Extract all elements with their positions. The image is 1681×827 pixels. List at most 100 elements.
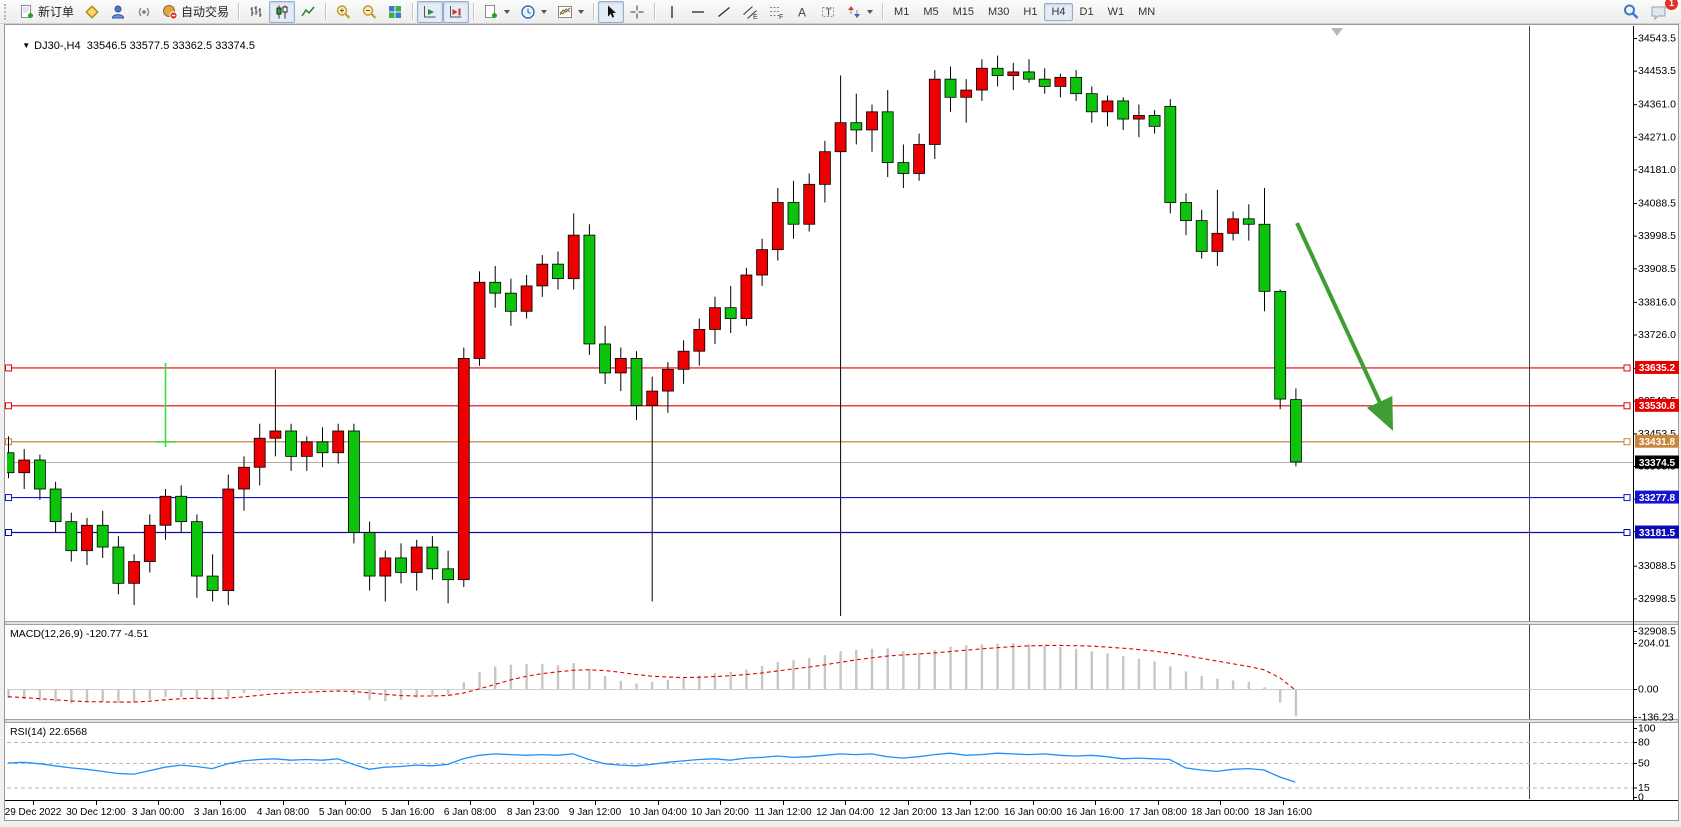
zoom-in-button[interactable]: [330, 1, 356, 23]
candle-body: [253, 437, 266, 468]
timeframe-m15-button[interactable]: M15: [952, 5, 974, 18]
svg-text:3 Jan 00:00: 3 Jan 00:00: [132, 807, 185, 818]
svg-text:34088.5: 34088.5: [1638, 198, 1676, 210]
candle-body: [991, 67, 1004, 76]
candle-body: [599, 343, 611, 374]
timeframe-w1-button[interactable]: W1: [1107, 5, 1125, 18]
fibonacci-tool-button[interactable]: F: [763, 1, 789, 23]
candle-body: [583, 234, 596, 345]
svg-text:33277.8: 33277.8: [1639, 493, 1676, 504]
timeframe-mn-button[interactable]: MN: [1138, 5, 1156, 18]
line-anchor[interactable]: [5, 402, 12, 410]
search-button[interactable]: [1617, 0, 1645, 24]
line-anchor[interactable]: [1623, 402, 1631, 410]
signal-button[interactable]: [131, 1, 157, 23]
candle-body: [1117, 100, 1130, 120]
macd-pane-layer: [7, 642, 1633, 717]
profile-button[interactable]: [105, 1, 131, 23]
time-axis-labels: 29 Dec 2022 30 Dec 12:00 3 Jan 00:00 3 Jan …: [5, 800, 1312, 818]
line-anchor[interactable]: [1623, 438, 1631, 446]
timeframe-h1-button[interactable]: H1: [1023, 5, 1038, 18]
tile-windows-button[interactable]: [382, 1, 408, 23]
price-scale[interactable]: [1633, 26, 1679, 800]
rsi-pane[interactable]: [7, 722, 1633, 799]
timeframe-h4-button[interactable]: H4: [1044, 2, 1073, 21]
svg-text:50: 50: [1638, 758, 1650, 770]
line-anchor[interactable]: [5, 494, 12, 502]
svg-text:5 Jan 00:00: 5 Jan 00:00: [319, 807, 372, 818]
hline-price-label: [1635, 360, 1679, 374]
time-scale[interactable]: [5, 801, 1678, 820]
candle-body: [457, 358, 470, 581]
main-chart-pane[interactable]: [7, 26, 1633, 621]
market-watch-button[interactable]: [79, 1, 105, 23]
svg-text:0: 0: [1638, 792, 1644, 804]
svg-text:33431.8: 33431.8: [1639, 437, 1676, 448]
bar-chart-button[interactable]: [243, 1, 269, 23]
candle-body: [819, 151, 831, 185]
text-tool-button[interactable]: A: [789, 1, 815, 23]
hline-price-label: [1635, 434, 1679, 448]
channel-tool-button[interactable]: E: [737, 1, 763, 23]
line-anchor[interactable]: [5, 364, 12, 372]
collapse-arrow-icon[interactable]: ▼: [22, 41, 31, 50]
candle-body: [269, 430, 282, 439]
line-anchor[interactable]: [1623, 364, 1631, 372]
chevron-down-icon: [541, 9, 548, 14]
vertical-line-tool-button[interactable]: [659, 1, 685, 23]
candle-body: [504, 292, 517, 312]
trend-arrow-object[interactable]: [1295, 222, 1394, 431]
zoom-out-button[interactable]: [356, 1, 382, 23]
trendline-tool-button[interactable]: [711, 1, 737, 23]
timeframe-m1-button[interactable]: M1: [894, 5, 910, 18]
macd-pane[interactable]: [7, 625, 1633, 719]
timeframe-d1-button[interactable]: D1: [1079, 5, 1094, 18]
svg-text:32998.5: 32998.5: [1638, 593, 1676, 605]
candle-body: [520, 285, 533, 312]
candle-body: [724, 307, 737, 319]
candle-body: [960, 89, 973, 98]
chart-shift-marker[interactable]: [1331, 28, 1343, 36]
toolbar-grip: [4, 3, 11, 20]
label-tool-button[interactable]: T: [815, 1, 841, 23]
indicators-button[interactable]: [552, 1, 589, 23]
timeframe-m30-button[interactable]: M30: [988, 5, 1010, 18]
fibonacci-icon: F: [770, 6, 783, 20]
notifications-button[interactable]: 1: [1645, 0, 1678, 24]
crosshair-button[interactable]: [624, 1, 650, 23]
chevron-down-icon: [867, 9, 874, 14]
candlestick-chart-button[interactable]: [269, 0, 296, 23]
pane-splitter[interactable]: [4, 719, 1679, 723]
separator: [325, 3, 327, 20]
pane-splitter[interactable]: [4, 621, 1679, 625]
chart-shift-button[interactable]: [443, 0, 470, 23]
equidistant-channel-icon: E: [743, 5, 758, 20]
auto-trading-button[interactable]: 自动交易: [157, 0, 234, 23]
candle-body: [662, 368, 674, 392]
rsi-pane-layer: [7, 742, 1633, 789]
line-anchor[interactable]: [1623, 528, 1631, 536]
auto-scroll-button[interactable]: [417, 0, 444, 23]
svg-text:-136.23: -136.23: [1638, 712, 1674, 724]
vertical-marker-object[interactable]: [156, 363, 175, 447]
new-chart-button[interactable]: [478, 1, 515, 23]
horizontal-line-tool-button[interactable]: [685, 1, 711, 23]
line-anchor[interactable]: [5, 528, 12, 536]
candle-body: [536, 263, 549, 287]
shapes-button[interactable]: [841, 1, 878, 23]
period-button[interactable]: [515, 1, 552, 23]
svg-text:8 Jan 23:00: 8 Jan 23:00: [507, 807, 560, 818]
line-anchor[interactable]: [1623, 494, 1631, 502]
svg-text:30 Dec 12:00: 30 Dec 12:00: [66, 807, 126, 818]
candle-body: [677, 350, 690, 370]
line-chart-button[interactable]: [295, 1, 321, 23]
candle-body: [881, 111, 894, 163]
timeframe-m5-button[interactable]: M5: [923, 5, 939, 18]
candle-body: [395, 557, 407, 573]
candle-body: [442, 568, 455, 581]
svg-text:80: 80: [1638, 737, 1650, 749]
cursor-button[interactable]: [598, 0, 625, 23]
candle-body: [285, 430, 298, 457]
hline-price-label: [1635, 525, 1679, 539]
new-order-button[interactable]: 新订单: [14, 0, 79, 23]
